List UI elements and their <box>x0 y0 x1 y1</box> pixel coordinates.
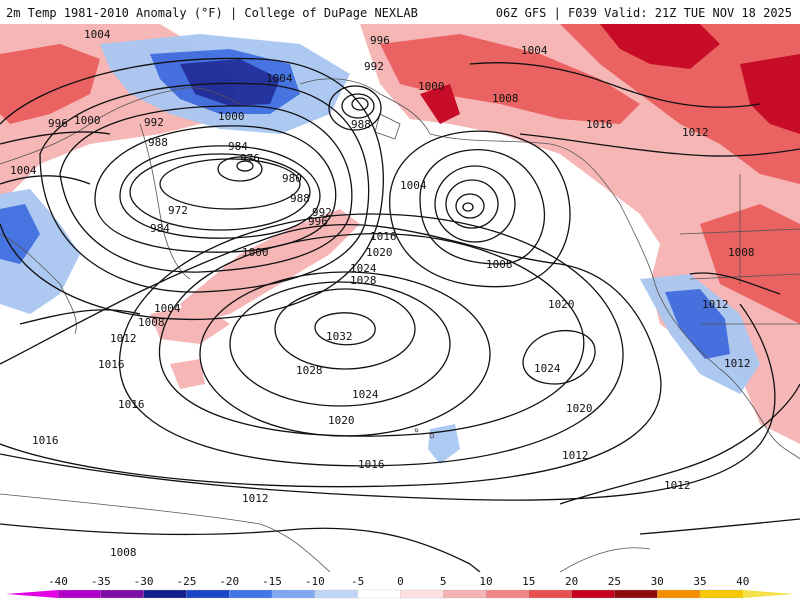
isobar-label: 1012 <box>562 449 589 462</box>
isobar-label: 1024 <box>350 262 377 275</box>
isobar-label: 1004 <box>154 302 181 315</box>
isobar-label: 1000 <box>74 114 101 127</box>
colorbar-swatch <box>657 589 701 599</box>
isobar-label: 1008 <box>110 546 137 559</box>
isobar-label: 1020 <box>548 298 575 311</box>
colorbar-swatch <box>357 589 402 599</box>
isobar-label: 972 <box>168 204 188 217</box>
isobar-label: 1000 <box>418 80 445 93</box>
isobar-label: 1012 <box>242 492 269 505</box>
colorbar-tick-label: -10 <box>305 575 325 588</box>
colorbar-arrow-max <box>742 590 795 598</box>
isobar-label: 1004 <box>84 28 111 41</box>
colorbar-tick-label: 20 <box>565 575 578 588</box>
colorbar-swatch <box>229 589 273 599</box>
colorbar-tick-label: -30 <box>134 575 154 588</box>
isobar-label: 1024 <box>352 388 379 401</box>
isobars <box>0 57 800 572</box>
colorbar-swatch <box>57 589 102 599</box>
isobar-label: 992 <box>364 60 384 73</box>
isobar-label: 1016 <box>98 358 125 371</box>
colorbar-tick-label: 25 <box>608 575 621 588</box>
isobar-label: 976 <box>240 152 260 165</box>
pressure-anomaly-map: 1004 996 992 1004 1000 988 1008 1004 101… <box>0 24 800 572</box>
isobar-label: 992 <box>312 206 332 219</box>
colorbar-swatch <box>143 589 188 599</box>
isobar-label: 1000 <box>218 110 245 123</box>
color-scale-legend: -40 -35 -30 -25 -20 -15 -10 -5 0 5 10 15 20 25 30 35 40 <box>0 572 800 600</box>
isobar-label: 992 <box>144 116 164 129</box>
isobar-label: 988 <box>148 136 168 149</box>
colorbar-swatch <box>485 589 530 599</box>
map-title: 2m Temp 1981-2010 Anomaly (°F) | College… <box>6 6 418 20</box>
isobar-label: 1016 <box>118 398 145 411</box>
colorbar-tick-label: 10 <box>479 575 492 588</box>
coastlines <box>0 78 800 572</box>
isobar-label: 1016 <box>586 118 613 131</box>
isobar-label: 1024 <box>534 362 561 375</box>
colorbar-tick-label: 35 <box>693 575 706 588</box>
isobar-label: 988 <box>351 118 371 131</box>
isobar-label: 1020 <box>366 246 393 259</box>
colorbar-swatch <box>443 589 487 599</box>
isobar-label: 1012 <box>682 126 709 139</box>
isobar-label: 980 <box>282 172 302 185</box>
map-header: 2m Temp 1981-2010 Anomaly (°F) | College… <box>0 0 800 24</box>
colorbar-tick-label: 40 <box>736 575 749 588</box>
isobar-label: 1028 <box>350 274 377 287</box>
isobar-label: 1004 <box>521 44 548 57</box>
isobar-label: 1004 <box>10 164 37 177</box>
isobar-label: 996 <box>308 215 328 228</box>
isobar-label: 1020 <box>328 414 355 427</box>
isobar-label: 1008 <box>728 246 755 259</box>
isobar-label: 1000 <box>242 246 269 259</box>
colorbar-tick-label: -15 <box>262 575 282 588</box>
isobar-labels: 1004 996 992 1004 1000 988 1008 1004 101… <box>10 28 755 559</box>
isobar-label: 1012 <box>110 332 137 345</box>
colorbar-swatch <box>400 589 444 599</box>
isobar-label: 984 <box>150 222 170 235</box>
isobar-label: 996 <box>370 34 390 47</box>
isobar-label: 1004 <box>400 179 427 192</box>
isobar-label: 1016 <box>32 434 59 447</box>
colorbar-swatch <box>571 589 616 599</box>
colorbar-tick-label: -25 <box>176 575 196 588</box>
isobar-label: 1008 <box>486 258 513 271</box>
colorbar-swatch <box>271 589 316 599</box>
colorbar-swatch <box>699 589 744 599</box>
isobar-label: 1012 <box>724 357 751 370</box>
colorbar-tick-label: -40 <box>48 575 68 588</box>
colorbar-swatch <box>528 589 573 599</box>
isobar-label: 996 <box>48 117 68 130</box>
isobar-label: 1012 <box>664 479 691 492</box>
colorbar-tick-label: -5 <box>351 575 364 588</box>
isobar-label: 1032 <box>326 330 353 343</box>
colorbar-tick-label: -20 <box>219 575 239 588</box>
isobar-label: 1004 <box>266 72 293 85</box>
colorbar-tick-label: 0 <box>397 575 404 588</box>
isobar-label: 1020 <box>566 402 593 415</box>
model-run-info: 06Z GFS | F039 Valid: 21Z TUE NOV 18 202… <box>495 6 792 20</box>
isobar-label: 984 <box>228 140 248 153</box>
isobar-label: 1012 <box>702 298 729 311</box>
isobar-label: 1008 <box>492 92 519 105</box>
colorbar-tick-label: 5 <box>440 575 447 588</box>
colorbar-tick-label: -35 <box>91 575 111 588</box>
colorbar-tick-label: 15 <box>522 575 535 588</box>
isobar-label: 1016 <box>358 458 385 471</box>
colorbar-swatch <box>186 589 230 599</box>
colorbar-arrow-min <box>6 590 58 598</box>
colorbar-swatch <box>314 589 359 599</box>
isobar-label: 1028 <box>296 364 323 377</box>
cold-anomaly-shading <box>0 34 760 464</box>
isobar-label: 1008 <box>138 316 165 329</box>
isobar-label: 1016 <box>370 230 397 243</box>
colorbar-tick-label: 30 <box>651 575 664 588</box>
colorbar-swatch <box>614 589 658 599</box>
color-scale-bar: -40 -35 -30 -25 -20 -15 -10 -5 0 5 10 15 20 25 30 35 40 <box>6 575 795 599</box>
colorbar-swatch <box>100 589 145 599</box>
isobar-label: 988 <box>290 192 310 205</box>
